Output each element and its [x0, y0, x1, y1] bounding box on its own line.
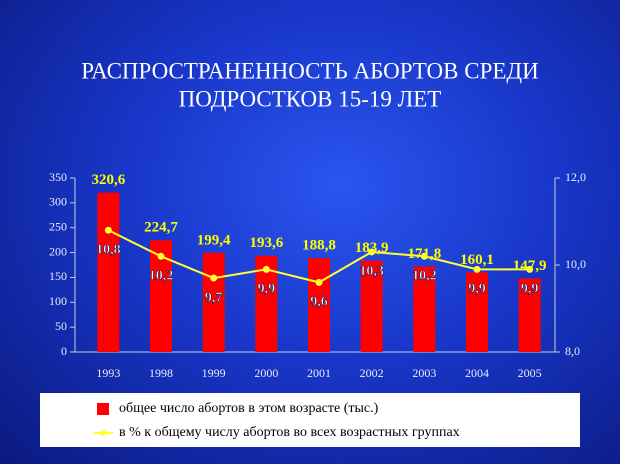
y-tick-label: 100 [49, 294, 67, 308]
x-tick-label: 1993 [96, 366, 120, 380]
y2-tick-label: 12,0 [565, 170, 586, 184]
x-tick-label: 2003 [412, 366, 436, 380]
line-marker [526, 265, 534, 273]
bar-value-label: 171,8 [407, 246, 441, 262]
bar-value-label: 193,6 [249, 235, 283, 251]
line-value-label: 9,9 [468, 282, 486, 297]
line-value-label: 10,2 [412, 269, 437, 284]
bar-value-label: 224,7 [144, 220, 178, 236]
bar-value-label: 199,4 [197, 232, 231, 248]
bar-value-label: 147,9 [513, 258, 547, 274]
bar [360, 260, 383, 352]
legend-swatch [100, 430, 106, 436]
line-value-label: 10,3 [359, 264, 384, 279]
legend-swatch [97, 403, 109, 415]
y-tick-label: 350 [49, 170, 67, 184]
line-value-label: 9,7 [205, 290, 223, 305]
y-tick-label: 150 [49, 269, 67, 283]
bar [97, 192, 120, 352]
y2-tick-label: 10,0 [565, 257, 586, 271]
line-marker [210, 274, 218, 282]
chart-title: РАСПРОСТРАНЕННОСТЬ АБОРТОВ СРЕДИ [81, 58, 538, 83]
x-tick-label: 1998 [149, 366, 173, 380]
bar-value-label: 160,1 [460, 252, 494, 268]
x-tick-label: 2005 [518, 366, 542, 380]
bar [466, 272, 488, 352]
line-marker [157, 252, 165, 260]
bar-value-label: 183,9 [355, 240, 389, 256]
line-marker [315, 278, 323, 286]
bar [150, 240, 172, 352]
line-value-label: 10,8 [96, 242, 121, 257]
x-tick-label: 1999 [202, 366, 226, 380]
y2-tick-label: 8,0 [565, 344, 580, 358]
legend-label: общее число абортов в этом возрасте (тыс… [119, 401, 379, 416]
chart-title: ПОДРОСТКОВ 15-19 ЛЕТ [179, 86, 442, 111]
line-marker [420, 252, 428, 260]
line-value-label: 9,9 [258, 282, 276, 297]
y-tick-label: 50 [55, 319, 67, 333]
legend [40, 393, 580, 447]
bar [255, 255, 278, 352]
line-marker [104, 226, 112, 234]
y-tick-label: 250 [49, 219, 67, 233]
line-marker [368, 248, 376, 256]
bar [413, 266, 436, 352]
x-tick-label: 2001 [307, 366, 331, 380]
y-tick-label: 0 [61, 344, 67, 358]
bar-value-label: 188,8 [302, 238, 336, 254]
x-tick-label: 2000 [254, 366, 278, 380]
line-value-label: 9,9 [521, 282, 539, 297]
bar-value-label: 320,6 [91, 172, 125, 188]
y-tick-label: 300 [49, 195, 67, 209]
x-tick-label: 2002 [360, 366, 384, 380]
line-marker [473, 265, 481, 273]
y-tick-label: 200 [49, 244, 67, 258]
bar [518, 278, 541, 352]
legend-label: в % к общему числу абортов во всех возра… [119, 425, 460, 440]
line-value-label: 9,6 [310, 295, 328, 310]
x-tick-label: 2004 [465, 366, 489, 380]
line-value-label: 10,2 [149, 269, 174, 284]
line-marker [262, 265, 270, 273]
